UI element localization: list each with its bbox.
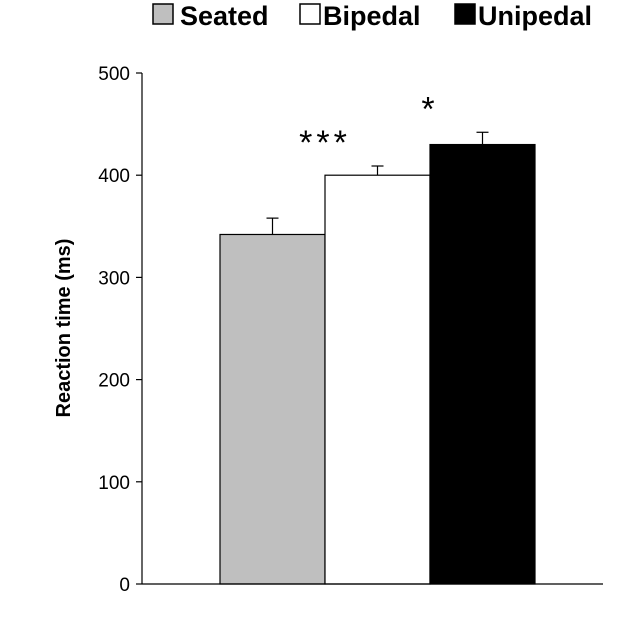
error-bars — [266, 131, 489, 235]
y-axis: 0 100 200 300 400 500 — [98, 64, 143, 596]
y-axis-label: Reaction time (ms) — [53, 239, 75, 418]
y-tick-label: 300 — [98, 268, 130, 289]
significance-marker-unipedal: * — [421, 90, 438, 128]
legend-label-seated: Seated — [180, 1, 269, 31]
legend-label-unipedal: Unipedal — [478, 1, 592, 31]
y-tick-label: 400 — [98, 166, 130, 187]
y-tick-label: 100 — [98, 473, 130, 494]
bar-seated — [219, 233, 326, 585]
y-tick-label: 500 — [98, 64, 130, 85]
y-tick-label: 0 — [119, 575, 130, 596]
significance-marker-bipedal: *** — [299, 124, 351, 162]
bar-bipedal — [324, 174, 431, 585]
legend-label-bipedal: Bipedal — [323, 1, 421, 31]
bars — [219, 143, 536, 585]
legend: Seated Bipedal Unipedal — [152, 1, 592, 31]
legend-swatch-unipedal — [454, 3, 476, 25]
y-tick-label: 200 — [98, 371, 130, 392]
legend-swatch-seated — [152, 3, 174, 25]
significance-markers: **** — [299, 90, 438, 162]
legend-swatch-bipedal — [299, 3, 321, 25]
bar-unipedal — [429, 143, 536, 585]
